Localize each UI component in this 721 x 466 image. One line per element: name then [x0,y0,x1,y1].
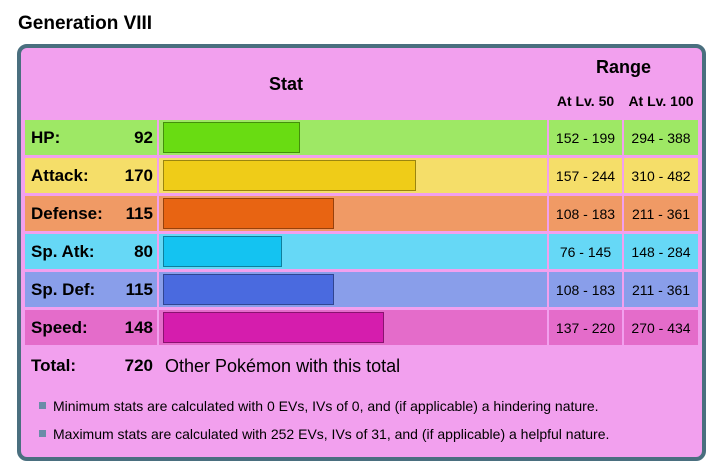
range-lv100: 310 - 482 [624,158,698,193]
lv100-column-header: At Lv. 100 [624,85,698,116]
stat-row-label: HP: 92 [25,120,157,155]
range-lv100: 211 - 361 [624,196,698,231]
range-lv50: 157 - 244 [549,158,622,193]
range-column-header: Range [549,52,698,83]
stat-name: Defense: [31,203,103,223]
base-stats-table: Stat Range At Lv. 50 At Lv. 100 HP: 92 152… [17,44,706,461]
stat-value: 115 [125,279,153,299]
range-lv50: 108 - 183 [549,272,622,307]
stat-bar [163,312,384,343]
stat-row-label: Attack: 170 [25,158,157,193]
notes-section: Minimum stats are calculated with 0 EVs,… [25,386,698,453]
stat-name: Attack: [31,165,89,185]
stat-column-header: Stat [25,52,547,116]
stat-row-label: Sp. Atk: 80 [25,234,157,269]
range-lv50: 137 - 220 [549,310,622,345]
total-value: 720 [124,356,153,375]
note-maximum: Maximum stats are calculated with 252 EV… [39,420,609,448]
stat-bar [163,198,334,229]
stat-value: 148 [124,317,153,337]
lv50-column-header: At Lv. 50 [549,85,622,116]
total-row-label: Total: 720 [25,348,157,384]
range-lv50: 152 - 199 [549,120,622,155]
range-lv100: 294 - 388 [624,120,698,155]
section-heading: Generation VIII [18,13,153,34]
range-lv100: 148 - 284 [624,234,698,269]
note-text: Minimum stats are calculated with 0 EVs,… [53,397,599,414]
range-lv100: 270 - 434 [624,310,698,345]
stat-bar [163,160,416,191]
stat-bar-track [159,120,547,155]
stat-bar [163,122,300,153]
total-label: Total: [31,356,77,375]
stat-value: 170 [124,165,153,185]
stat-name: HP: [31,127,61,147]
stat-bar-track [159,196,547,231]
stat-bar-track [159,310,547,345]
stat-bar-track [159,158,547,193]
bullet-icon [39,402,46,409]
stat-row-label: Defense: 115 [25,196,157,231]
stat-row-label: Sp. Def: 115 [25,272,157,307]
stat-bar-track [159,272,547,307]
stat-value: 115 [125,203,153,223]
stat-bar [163,236,282,267]
range-lv50: 76 - 145 [549,234,622,269]
note-minimum: Minimum stats are calculated with 0 EVs,… [39,392,599,420]
stat-bar-track [159,234,547,269]
note-text: Maximum stats are calculated with 252 EV… [53,425,610,442]
range-lv50: 108 - 183 [549,196,622,231]
stat-value: 80 [134,241,153,261]
stat-value: 92 [134,127,153,147]
stat-row-label: Speed: 148 [25,310,157,345]
stat-name: Sp. Def: [31,279,96,299]
stat-name: Sp. Atk: [31,241,95,261]
stat-bar [163,274,334,305]
bullet-icon [39,430,46,437]
stat-name: Speed: [31,317,88,337]
other-pokemon-with-total-link[interactable]: Other Pokémon with this total [159,348,698,384]
range-lv100: 211 - 361 [624,272,698,307]
